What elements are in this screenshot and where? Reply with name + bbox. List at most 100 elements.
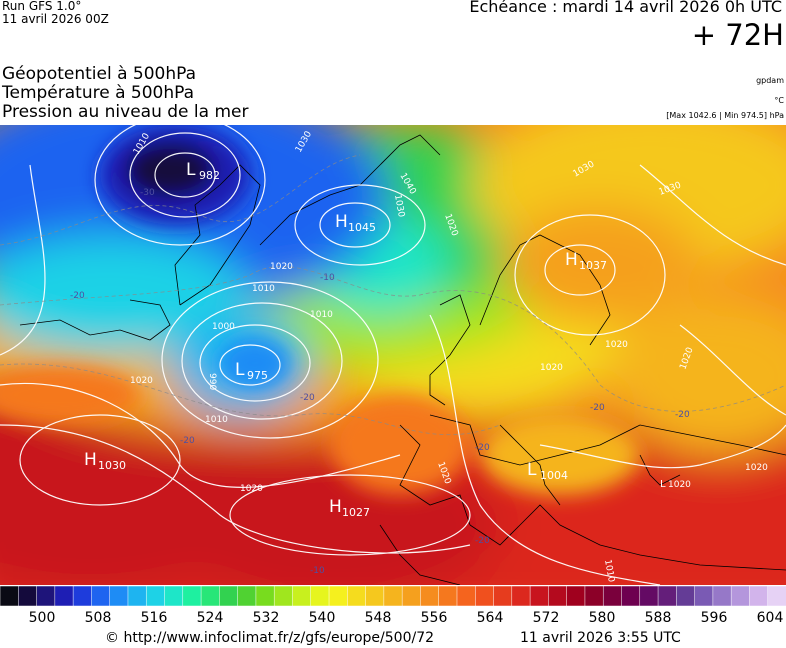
color-scale-swatch — [164, 586, 184, 606]
title-pressure: Pression au niveau de la mer — [2, 102, 249, 122]
color-scale-swatch — [420, 586, 440, 606]
echeance-label: Echéance : mardi 14 avril 2026 0h UTC — [469, 0, 782, 16]
svg-text:-20: -20 — [590, 403, 605, 413]
color-scale-tick-label: 540 — [308, 610, 336, 626]
svg-text:1010: 1010 — [252, 284, 275, 294]
color-scale-swatch — [621, 586, 641, 606]
color-scale-swatch — [548, 586, 568, 606]
color-scale-swatch — [347, 586, 367, 606]
footer-date: 11 avril 2026 3:55 UTC — [520, 630, 681, 646]
color-scale-swatch — [749, 586, 769, 606]
color-scale-tick-label: 564 — [476, 610, 504, 626]
color-scale-swatch — [438, 586, 458, 606]
color-scale-swatch — [182, 586, 202, 606]
svg-text:H: H — [565, 250, 578, 270]
color-scale-swatch — [219, 586, 239, 606]
color-scale-swatch — [36, 586, 56, 606]
svg-text:-30: -30 — [140, 188, 155, 198]
svg-text:H: H — [329, 497, 342, 517]
color-scale-swatch — [127, 586, 147, 606]
unit-temp: °C — [774, 96, 784, 105]
source-url: © http://www.infoclimat.fr/z/gfs/europe/… — [105, 630, 435, 646]
svg-text:1020: 1020 — [540, 363, 563, 373]
low-center-4: L 1020 — [660, 479, 691, 490]
high-center-3: H 1027 — [329, 497, 370, 519]
svg-text:1000: 1000 — [212, 322, 235, 332]
color-scale-swatch — [712, 586, 732, 606]
color-scale-swatch — [310, 586, 330, 606]
color-scale-swatch — [328, 586, 349, 606]
color-scale-swatch — [0, 586, 20, 606]
color-scale-tick-label: 524 — [196, 610, 224, 626]
svg-text:L: L — [235, 360, 245, 380]
color-scale-swatch — [657, 586, 678, 606]
weather-map: L 982 H 1045 L 975 H 1030 H 1027 H 1037 L 1004 … — [0, 125, 786, 585]
svg-text:1030: 1030 — [98, 459, 126, 472]
svg-text:-20: -20 — [70, 291, 85, 301]
high-center-2: H 1030 — [84, 450, 126, 472]
svg-text:1027: 1027 — [342, 506, 370, 519]
color-scale-tick-label: 500 — [28, 610, 56, 626]
color-scale-swatch — [767, 586, 786, 606]
temperature-labels: -20 -20 -20 -20 -20 -20 -20 -10 -10 -30 — [70, 188, 690, 576]
color-scale-tick-label: 572 — [532, 610, 560, 626]
svg-text:L: L — [186, 160, 196, 180]
svg-text:1020: 1020 — [745, 463, 768, 473]
color-scale-swatch — [584, 586, 604, 606]
svg-text:1030: 1030 — [392, 194, 406, 219]
color-scale-swatch — [475, 586, 495, 606]
svg-text:H: H — [84, 450, 97, 470]
svg-text:-20: -20 — [475, 443, 490, 453]
color-scale-tick-label: 580 — [588, 610, 616, 626]
color-scale-swatch — [602, 586, 623, 606]
svg-text:982: 982 — [199, 169, 220, 182]
color-scale-swatch — [401, 586, 422, 606]
svg-text:-20: -20 — [180, 436, 195, 446]
svg-text:-20: -20 — [475, 536, 490, 546]
svg-text:1010: 1010 — [310, 310, 333, 320]
color-scale-swatch — [237, 586, 257, 606]
color-scale-swatch — [676, 586, 696, 606]
color-scale-bar — [0, 586, 786, 606]
svg-text:-10: -10 — [310, 566, 325, 576]
pressure-centers: L 982 H 1045 L 975 H 1030 H 1027 H 1037 L 1004 … — [84, 160, 691, 519]
color-scale-tick-label: 604 — [756, 610, 784, 626]
svg-text:L: L — [527, 460, 537, 480]
svg-text:L: L — [660, 479, 666, 490]
svg-text:1020: 1020 — [130, 376, 153, 386]
color-scale-swatch — [200, 586, 221, 606]
color-scale-swatch — [18, 586, 38, 606]
svg-text:1010: 1010 — [205, 415, 228, 425]
svg-text:H: H — [335, 212, 348, 232]
color-scale-tick-label: 508 — [84, 610, 112, 626]
pressure-range: [Max 1042.6 | Min 974.5] hPa — [666, 111, 784, 120]
svg-text:1020: 1020 — [605, 340, 628, 350]
high-center-1: H 1045 — [335, 212, 376, 234]
color-scale-tick-label: 596 — [700, 610, 728, 626]
title-geopotential: Géopotentiel à 500hPa — [2, 64, 197, 84]
high-center-4: H 1037 — [565, 250, 607, 272]
color-scale-tick-label: 588 — [644, 610, 672, 626]
color-scale-swatch — [273, 586, 294, 606]
color-scale-swatch — [91, 586, 111, 606]
low-center-1: L 982 — [186, 160, 220, 182]
title-temperature: Température à 500hPa — [2, 83, 195, 103]
color-scale-swatch — [730, 586, 751, 606]
isotherms — [0, 154, 786, 436]
color-scale-swatch — [383, 586, 403, 606]
run-date: 11 avril 2026 00Z — [2, 12, 109, 26]
svg-text:-20: -20 — [675, 410, 690, 420]
color-scale-tick-label: 532 — [252, 610, 280, 626]
color-scale-swatch — [54, 586, 74, 606]
color-scale-tick-label: 556 — [420, 610, 448, 626]
svg-text:1020: 1020 — [270, 262, 293, 272]
color-scale-swatch — [694, 586, 714, 606]
color-scale-swatch — [493, 586, 513, 606]
svg-text:1020: 1020 — [240, 484, 263, 494]
color-scale-swatch — [566, 586, 586, 606]
color-scale-swatch — [456, 586, 477, 606]
svg-text:-10: -10 — [320, 273, 335, 283]
svg-text:1045: 1045 — [348, 221, 376, 234]
svg-text:1020: 1020 — [668, 480, 691, 490]
color-scale-swatch — [292, 586, 312, 606]
